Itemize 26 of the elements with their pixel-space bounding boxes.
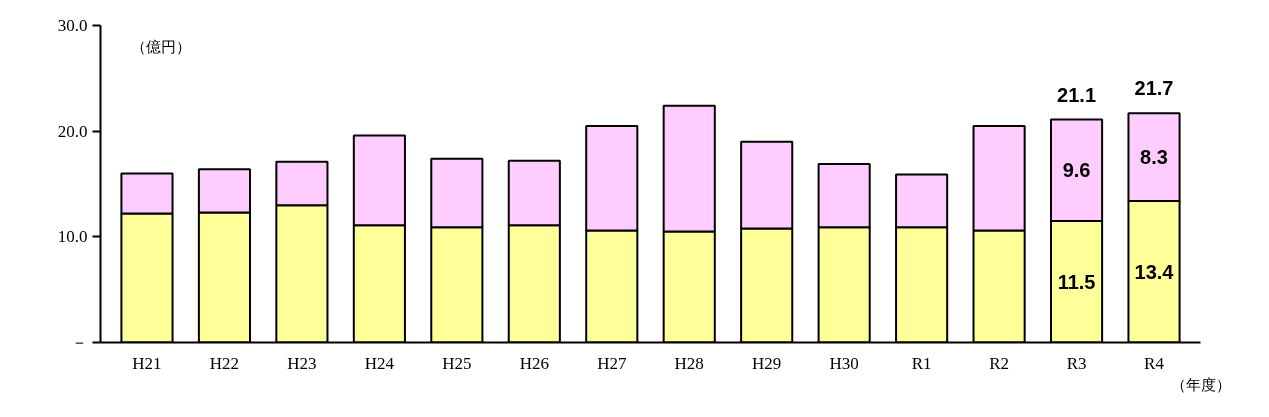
data-label: 9.6 [1062, 159, 1091, 182]
x-tick-label: R4 [1144, 353, 1165, 373]
x-tick-label: H28 [674, 353, 704, 373]
y-tick-label: 30.0 [57, 16, 88, 35]
total-label: 21.7 [1134, 77, 1174, 100]
x-tick-label: H30 [829, 353, 859, 373]
x-tick-label: H21 [132, 353, 162, 373]
total-label: 21.1 [1057, 83, 1097, 106]
x-tick-label: H24 [364, 353, 395, 373]
y-tick-label: 10.0 [57, 227, 88, 247]
data-label: 11.5 [1057, 270, 1096, 293]
x-tick-label: H26 [519, 353, 549, 373]
x-tick-label: R1 [911, 353, 932, 373]
x-tick-label: R3 [1066, 353, 1087, 373]
data-label: 13.4 [1134, 260, 1175, 283]
x-axis-title: （年度） [1170, 375, 1231, 394]
x-tick-label: H29 [752, 353, 782, 373]
x-tick-label: H27 [597, 353, 627, 373]
x-tick-label: H23 [287, 353, 317, 373]
y-tick-label: 20.0 [57, 121, 88, 141]
x-tick-label: R2 [989, 353, 1010, 373]
y-axis-title: （億円） [130, 37, 191, 56]
data-label: 8.3 [1140, 146, 1168, 169]
x-tick-label: H22 [209, 353, 240, 373]
y-tick-label: － [70, 333, 88, 352]
x-tick-label: H25 [442, 353, 472, 373]
